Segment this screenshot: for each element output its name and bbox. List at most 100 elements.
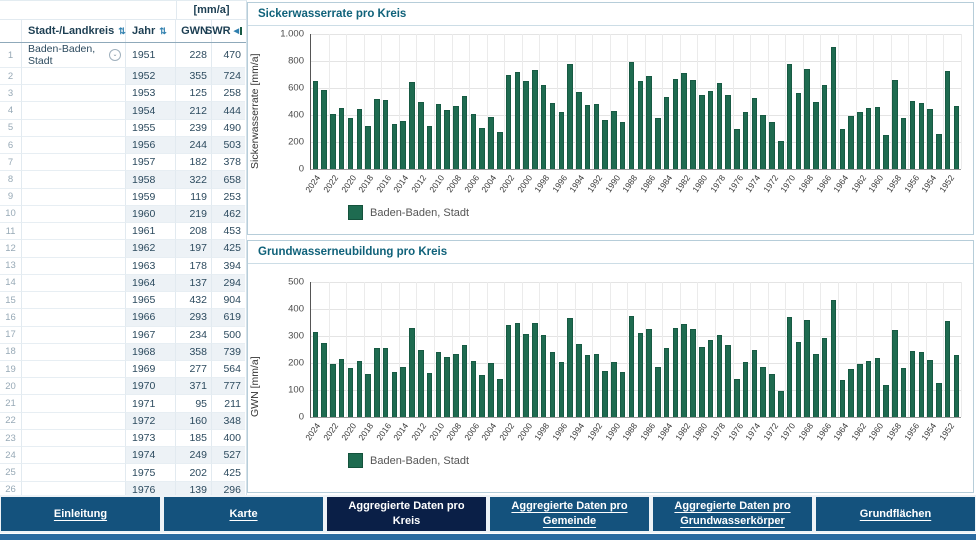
- bar-1964[interactable]: [840, 129, 846, 169]
- bar-1960[interactable]: [875, 107, 881, 169]
- bar-1997[interactable]: [550, 352, 556, 417]
- bar-1977[interactable]: [725, 345, 731, 417]
- bar-2022[interactable]: [330, 364, 336, 417]
- bar-1958[interactable]: [892, 330, 898, 417]
- bar-2007[interactable]: [462, 345, 468, 417]
- bar-1989[interactable]: [620, 372, 626, 417]
- bar-1973[interactable]: [760, 115, 766, 169]
- bar-2009[interactable]: [444, 110, 450, 169]
- bar-1994[interactable]: [576, 92, 582, 169]
- bar-1953[interactable]: [936, 383, 942, 417]
- bar-2006[interactable]: [471, 114, 477, 169]
- bar-1960[interactable]: [875, 358, 881, 417]
- bar-1968[interactable]: [804, 69, 810, 169]
- bar-1978[interactable]: [717, 83, 723, 169]
- bar-2023[interactable]: [321, 343, 327, 417]
- bar-1987[interactable]: [638, 81, 644, 169]
- bar-2004[interactable]: [488, 117, 494, 169]
- bar-2010[interactable]: [436, 352, 442, 417]
- bar-2023[interactable]: [321, 90, 327, 169]
- bar-1985[interactable]: [655, 367, 661, 417]
- bar-1990[interactable]: [611, 362, 617, 417]
- bar-1993[interactable]: [585, 355, 591, 417]
- bar-2024[interactable]: [313, 81, 319, 169]
- bar-1962[interactable]: [857, 364, 863, 417]
- nav-button-grundfl-chen[interactable]: Grundflächen: [816, 497, 975, 531]
- sort-icon[interactable]: ⇅: [118, 27, 126, 36]
- bar-1951[interactable]: [954, 355, 960, 417]
- bar-1978[interactable]: [717, 335, 723, 417]
- bar-2003[interactable]: [497, 379, 503, 417]
- bar-2016[interactable]: [383, 100, 389, 169]
- bar-2021[interactable]: [339, 359, 345, 417]
- bar-2024[interactable]: [313, 332, 319, 417]
- bar-1970[interactable]: [787, 317, 793, 417]
- bar-1993[interactable]: [585, 105, 591, 169]
- bar-1957[interactable]: [901, 368, 907, 417]
- bar-1996[interactable]: [559, 112, 565, 169]
- bar-1965[interactable]: [831, 300, 837, 417]
- bar-2016[interactable]: [383, 348, 389, 417]
- bar-1955[interactable]: [919, 352, 925, 417]
- bar-1994[interactable]: [576, 344, 582, 417]
- bar-1972[interactable]: [769, 122, 775, 169]
- bar-1966[interactable]: [822, 85, 828, 169]
- bar-1963[interactable]: [848, 116, 854, 169]
- bar-1983[interactable]: [673, 79, 679, 169]
- bar-2003[interactable]: [497, 132, 503, 169]
- bar-2014[interactable]: [400, 367, 406, 417]
- column-header-jahr[interactable]: Jahr ⇅: [126, 20, 176, 42]
- bar-1981[interactable]: [690, 329, 696, 417]
- bar-1963[interactable]: [848, 369, 854, 417]
- bar-1962[interactable]: [857, 112, 863, 169]
- bar-1977[interactable]: [725, 95, 731, 169]
- bar-1999[interactable]: [532, 70, 538, 169]
- bar-2022[interactable]: [330, 114, 336, 169]
- bar-1982[interactable]: [681, 73, 687, 169]
- bar-1983[interactable]: [673, 328, 679, 417]
- bar-1975[interactable]: [743, 112, 749, 169]
- nav-button-einleitung[interactable]: Einleitung: [1, 497, 160, 531]
- bar-1957[interactable]: [901, 118, 907, 169]
- bar-1984[interactable]: [664, 348, 670, 417]
- bar-1953[interactable]: [936, 134, 942, 169]
- bar-1974[interactable]: [752, 350, 758, 417]
- bar-2019[interactable]: [357, 361, 363, 417]
- bar-1972[interactable]: [769, 374, 775, 417]
- bar-1967[interactable]: [813, 354, 819, 417]
- bar-2020[interactable]: [348, 368, 354, 417]
- drill-icon[interactable]: ⌄: [109, 49, 121, 61]
- bar-1976[interactable]: [734, 129, 740, 169]
- bar-2015[interactable]: [392, 124, 398, 169]
- bar-1951[interactable]: [954, 106, 960, 169]
- bar-2021[interactable]: [339, 108, 345, 169]
- bar-1952[interactable]: [945, 321, 951, 417]
- collapse-column-icon[interactable]: ◀: [234, 27, 242, 35]
- bar-1996[interactable]: [559, 362, 565, 417]
- nav-button-aggregierte-daten-pro-grundwasserk-rper[interactable]: Aggregierte Daten pro Grundwasserkörper: [653, 497, 812, 531]
- bar-1986[interactable]: [646, 76, 652, 169]
- bar-1987[interactable]: [638, 333, 644, 417]
- bar-1992[interactable]: [594, 104, 600, 169]
- bar-1973[interactable]: [760, 367, 766, 417]
- bar-1961[interactable]: [866, 361, 872, 417]
- bar-2001[interactable]: [515, 323, 521, 417]
- bar-2018[interactable]: [365, 374, 371, 417]
- sort-icon[interactable]: ⇅: [159, 27, 167, 36]
- bar-1974[interactable]: [752, 98, 758, 169]
- bar-1954[interactable]: [927, 360, 933, 417]
- bar-2012[interactable]: [418, 102, 424, 170]
- bar-1991[interactable]: [602, 371, 608, 417]
- bar-1980[interactable]: [699, 347, 705, 417]
- bar-1959[interactable]: [883, 385, 889, 417]
- bar-2000[interactable]: [523, 334, 529, 417]
- bar-2013[interactable]: [409, 82, 415, 169]
- bar-2017[interactable]: [374, 348, 380, 417]
- bar-2002[interactable]: [506, 325, 512, 417]
- bar-1971[interactable]: [778, 141, 784, 169]
- bar-1992[interactable]: [594, 354, 600, 417]
- bar-2014[interactable]: [400, 121, 406, 169]
- bar-2015[interactable]: [392, 372, 398, 417]
- bar-1964[interactable]: [840, 380, 846, 417]
- column-header-swr[interactable]: SWR ◀: [212, 20, 245, 42]
